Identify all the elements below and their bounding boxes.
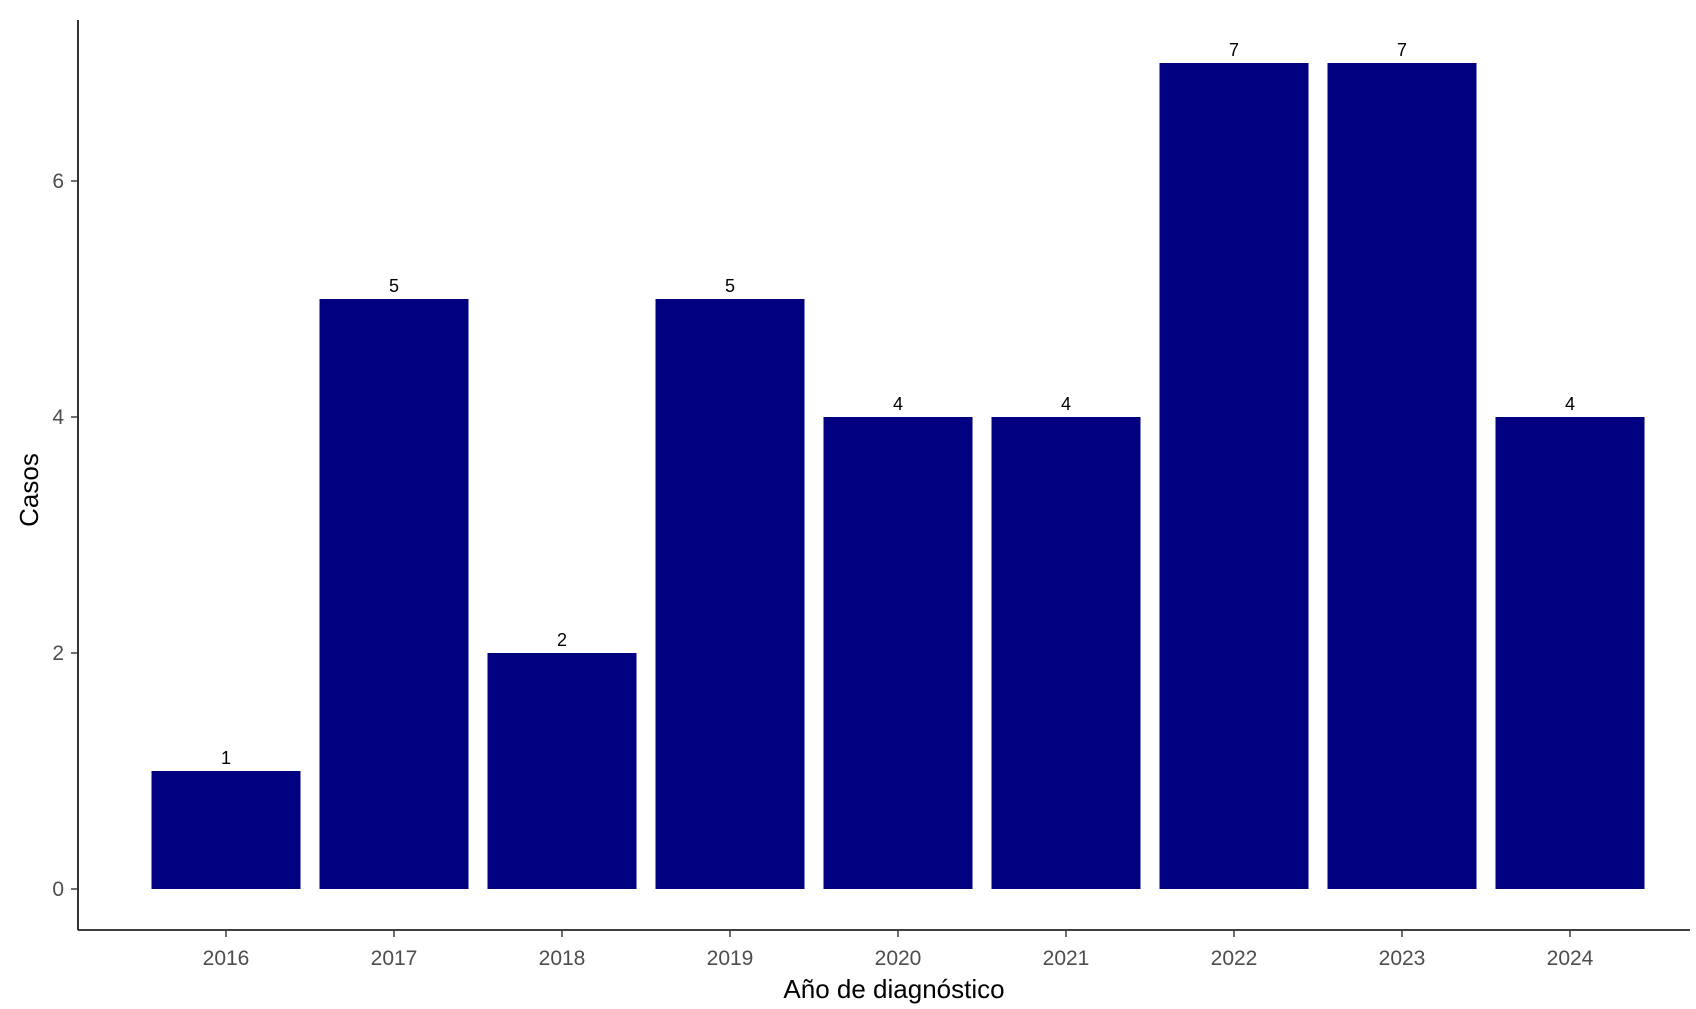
x-axis-title: Año de diagnóstico: [783, 974, 1004, 1004]
bar-2024: [1495, 417, 1645, 889]
y-ticks-layer: 0 2 4 6: [52, 170, 78, 901]
bar-2017: [319, 299, 469, 889]
value-label-2021: 4: [1061, 394, 1071, 414]
bar-2016: [151, 771, 301, 889]
y-tick-label-0: 0: [52, 878, 64, 901]
y-tick-label-2: 2: [52, 642, 64, 665]
value-label-2024: 4: [1565, 394, 1575, 414]
bar-2018: [487, 653, 637, 889]
value-label-2018: 2: [557, 630, 567, 650]
bar-2020: [823, 417, 973, 889]
x-tick-label-2016: 2016: [203, 947, 250, 970]
value-label-2017: 5: [389, 276, 399, 296]
bar-2022: [1159, 63, 1309, 889]
value-label-2022: 7: [1229, 40, 1239, 60]
x-tick-label-2023: 2023: [1379, 947, 1426, 970]
x-tick-label-2019: 2019: [707, 947, 754, 970]
bar-2019: [655, 299, 805, 889]
x-ticks-layer: 2016 2017 2018 2019 2020 2021 2022 2023 2024: [203, 930, 1594, 970]
x-tick-label-2018: 2018: [539, 947, 586, 970]
y-axis-title: Casos: [14, 453, 44, 527]
y-tick-label-4: 4: [52, 406, 64, 429]
value-label-2023: 7: [1397, 40, 1407, 60]
bar-2021: [991, 417, 1141, 889]
x-tick-label-2024: 2024: [1547, 947, 1594, 970]
x-tick-label-2022: 2022: [1211, 947, 1258, 970]
value-label-2019: 5: [725, 276, 735, 296]
bars-layer: [151, 63, 1645, 889]
value-label-2020: 4: [893, 394, 903, 414]
x-tick-label-2021: 2021: [1043, 947, 1090, 970]
value-labels-layer: 1 5 2 5 4 4 7 7 4: [221, 40, 1575, 768]
x-tick-label-2017: 2017: [371, 947, 418, 970]
bar-2023: [1327, 63, 1477, 889]
value-label-2016: 1: [221, 748, 231, 768]
y-tick-label-6: 6: [52, 170, 64, 193]
x-tick-label-2020: 2020: [875, 947, 922, 970]
